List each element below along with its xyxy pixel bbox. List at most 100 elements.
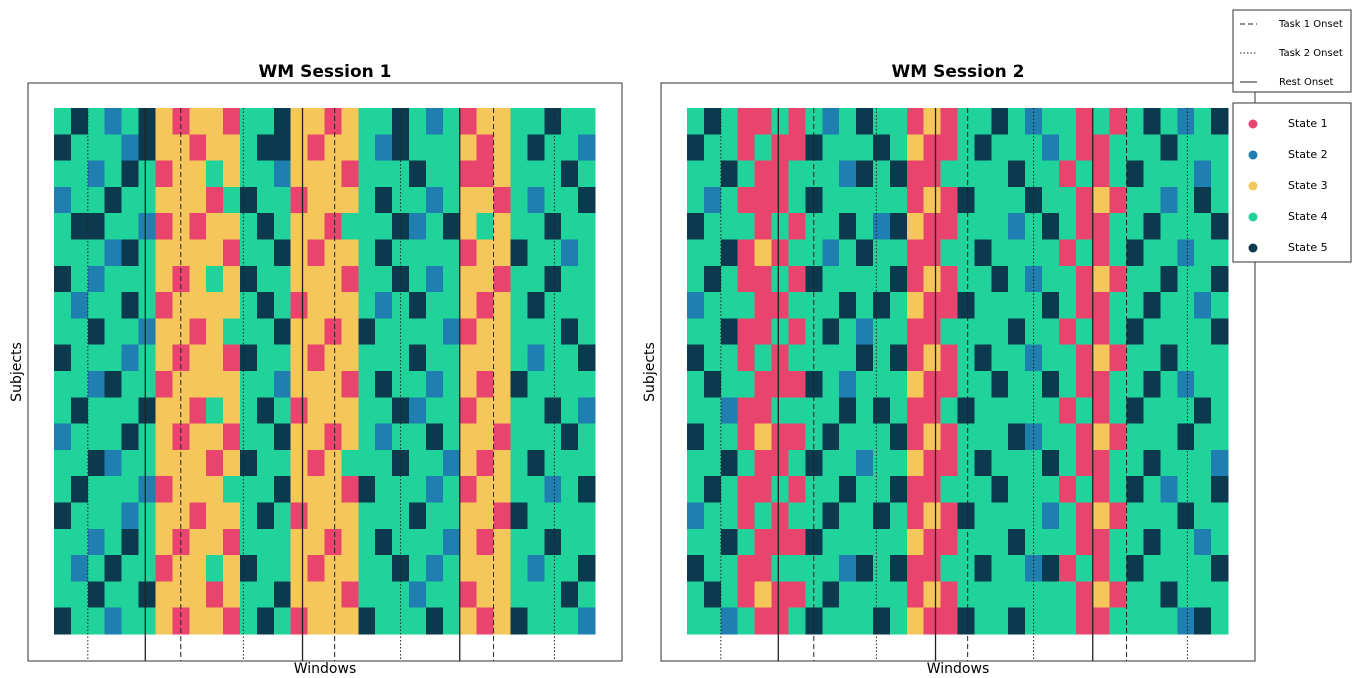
cell — [544, 344, 562, 372]
cell — [839, 397, 857, 424]
cell — [87, 160, 106, 188]
cell — [1025, 160, 1043, 188]
legend-marker — [1248, 212, 1258, 222]
cell — [239, 292, 258, 319]
cell — [906, 344, 924, 372]
cell — [737, 239, 755, 267]
cell — [561, 186, 579, 214]
cell — [1025, 397, 1043, 424]
cell — [239, 371, 258, 398]
cell — [476, 423, 494, 451]
cell — [425, 449, 444, 477]
cell — [104, 423, 122, 451]
cell — [561, 607, 579, 635]
cell — [256, 502, 275, 530]
cell — [121, 528, 139, 556]
cell — [155, 371, 173, 398]
cell — [358, 186, 376, 214]
cell — [839, 265, 857, 293]
cell — [578, 292, 596, 319]
cell — [138, 239, 156, 267]
cell — [442, 265, 461, 293]
cell — [889, 318, 908, 345]
cell — [737, 607, 755, 635]
cell — [290, 555, 308, 582]
cell — [1042, 449, 1060, 477]
cell — [974, 134, 992, 161]
cell — [1143, 108, 1161, 135]
cell — [358, 476, 376, 503]
cell — [239, 108, 258, 135]
cell — [324, 476, 342, 503]
cell — [1160, 449, 1178, 477]
cell — [687, 160, 705, 188]
cell — [1211, 449, 1229, 477]
cell — [273, 423, 291, 451]
cell — [1211, 292, 1229, 319]
cell — [459, 502, 477, 530]
cell — [273, 134, 291, 161]
cell — [805, 292, 823, 319]
cell — [578, 397, 596, 424]
cell — [138, 213, 156, 240]
cell — [1075, 528, 1094, 556]
cell — [1075, 555, 1094, 582]
cell — [493, 607, 511, 635]
cell — [70, 265, 89, 293]
cell — [1194, 318, 1212, 345]
cell — [358, 239, 376, 267]
cell — [324, 292, 342, 319]
cell — [754, 108, 772, 135]
cell — [1025, 423, 1043, 451]
cell — [273, 108, 291, 135]
cell — [923, 476, 941, 503]
cell — [223, 449, 241, 477]
cell — [155, 397, 173, 424]
cell — [358, 213, 376, 240]
cell — [889, 108, 908, 135]
cell — [1058, 607, 1077, 635]
cell — [703, 607, 722, 635]
cell — [788, 186, 806, 214]
cell — [1008, 423, 1026, 451]
cell — [206, 318, 224, 345]
cell — [872, 292, 891, 319]
cell — [1194, 607, 1212, 635]
cell — [476, 476, 494, 503]
cell — [1211, 134, 1229, 161]
cell — [923, 502, 941, 530]
cell — [839, 239, 857, 267]
cell — [856, 581, 874, 608]
cell — [1058, 371, 1077, 398]
cell — [189, 108, 207, 135]
cell — [544, 449, 562, 477]
cell — [341, 186, 359, 214]
cell — [223, 528, 241, 556]
cell — [104, 265, 122, 293]
cell — [561, 555, 579, 582]
cell — [544, 423, 562, 451]
cell — [788, 344, 806, 372]
cell — [771, 423, 789, 451]
cell — [1109, 449, 1127, 477]
cell — [476, 502, 494, 530]
cell — [957, 186, 975, 214]
cell — [703, 134, 722, 161]
cell — [1211, 239, 1229, 267]
cell — [822, 476, 840, 503]
cell — [737, 186, 755, 214]
cell — [409, 265, 427, 293]
cell — [206, 502, 224, 530]
cell — [788, 134, 806, 161]
cell — [1075, 397, 1094, 424]
cell — [578, 160, 596, 188]
cell — [872, 239, 891, 267]
cell — [358, 555, 376, 582]
cell — [991, 239, 1009, 267]
cell — [324, 555, 342, 582]
cell — [1126, 292, 1144, 319]
cell — [206, 555, 224, 582]
cell — [1058, 265, 1077, 293]
cell — [307, 581, 325, 608]
cell — [771, 607, 789, 635]
